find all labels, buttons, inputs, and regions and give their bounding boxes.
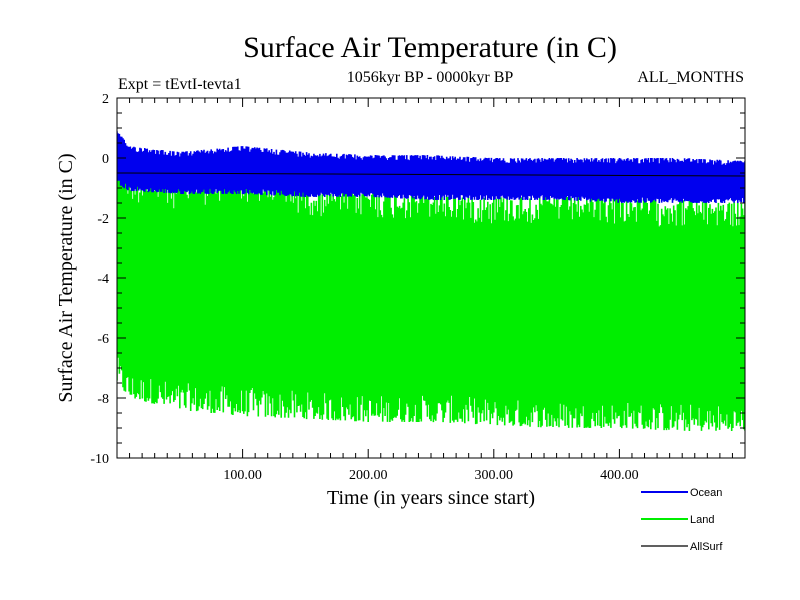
- y-tick-label: -6: [97, 332, 109, 347]
- series-layer: [117, 131, 745, 431]
- chart-left-annotation: Expt = tEvtI-tevta1: [118, 76, 242, 93]
- series-land: [117, 164, 745, 431]
- legend-label-land: Land: [690, 514, 714, 526]
- x-axis-label: Time (in years since start): [327, 487, 535, 509]
- series-allsurf-line: [117, 172, 745, 177]
- series-ocean-band: [117, 131, 745, 203]
- series-land-band: [117, 164, 745, 431]
- legend-label-ocean: Ocean: [690, 487, 722, 499]
- x-tick-label: 200.00: [349, 468, 388, 483]
- y-tick-label: -8: [97, 392, 109, 407]
- series-allsurf: [117, 172, 745, 177]
- x-tick-label: 400.00: [600, 468, 639, 483]
- chart-right-annotation: ALL_MONTHS: [637, 69, 744, 86]
- y-tick-label: -4: [97, 272, 109, 287]
- x-tick-label: 300.00: [475, 468, 514, 483]
- y-tick-label: 2: [102, 92, 109, 107]
- y-tick-label: 0: [102, 152, 109, 167]
- series-ocean: [117, 131, 745, 203]
- legend: Ocean Land AllSurf: [641, 487, 723, 553]
- y-tick-label: -10: [90, 452, 109, 467]
- y-tick-label: -2: [97, 212, 109, 227]
- legend-label-allsurf: AllSurf: [690, 541, 723, 553]
- axes-layer: 100.00 200.00 300.00 400.00 -10 -8 -6 -4 -2 0 2: [90, 92, 746, 483]
- y-axis-label: Surface Air Temperature (in C): [55, 153, 77, 402]
- x-tick-label: 100.00: [223, 468, 262, 483]
- chart-title: Surface Air Temperature (in C): [243, 31, 617, 64]
- chart-subtitle: 1056kyr BP - 0000kyr BP: [347, 69, 514, 86]
